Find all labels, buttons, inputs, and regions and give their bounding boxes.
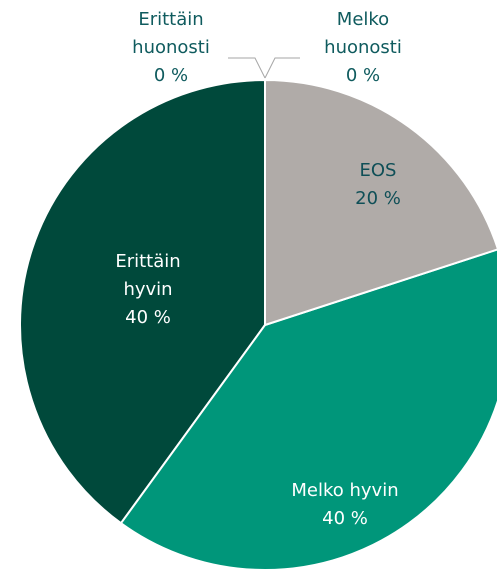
leader-line [264,57,300,79]
value-label: 20 % [355,188,401,209]
slice-label: Erittäin hyvin 40 % [93,248,203,332]
slice-label: Melko hyvin 40 % [245,477,445,533]
slice-label: Erittäin huonosti 0 % [116,6,226,90]
slice-label: EOS 20 % [323,157,433,213]
value-label: 0 % [345,65,381,86]
pie-slice [119,248,497,569]
category-label: Melko huonosti [324,9,402,58]
pie-slice [19,78,266,525]
slice-label: Melko huonosti 0 % [308,6,418,90]
category-label: Melko hyvin [291,480,399,501]
category-label: Erittäin hyvin [115,251,181,300]
pie-slice [264,78,497,327]
leader-line [228,57,266,79]
category-label: EOS [359,160,397,181]
value-label: 40 % [322,508,368,529]
value-label: 40 % [125,307,171,328]
value-label: 0 % [153,65,189,86]
category-label: Erittäin huonosti [132,9,210,58]
